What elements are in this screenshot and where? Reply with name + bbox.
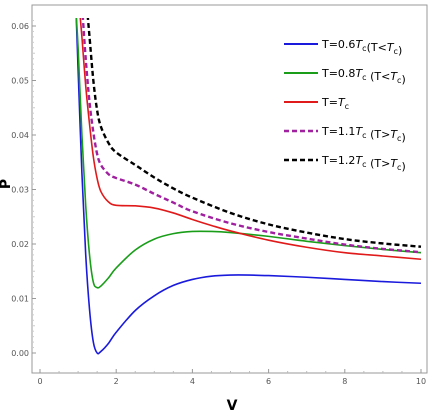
legend: T=0.6Tc(T<Tc) T=0.8Tc (T<Tc) T=Tc T=1.1Tc (… (284, 38, 406, 173)
series-line-4 (81, 18, 422, 254)
y-tick-label: 0.02 (11, 240, 29, 249)
legend-label-4: T=1.1Tc (T>Tc) (321, 125, 406, 144)
x-axis-title: V (227, 398, 238, 414)
y-tick-label: 0.04 (11, 131, 29, 140)
y-tick-label: 0.00 (11, 349, 29, 358)
y-tick-label: 0.01 (11, 295, 29, 304)
tick-marks (32, 20, 422, 373)
legend-label-1: T=0.6Tc(T<Tc) (321, 38, 402, 57)
y-tick-label: 0.06 (11, 22, 29, 31)
legend-label-5: T=1.2Tc (T>Tc) (321, 154, 406, 173)
series-line-1 (75, 18, 422, 355)
series-line-2 (75, 18, 422, 289)
x-tick-label: 0 (37, 377, 42, 386)
x-tick-label: 6 (266, 377, 271, 386)
series-line-3 (79, 18, 422, 261)
tick-labels: 0 2 4 6 8 10 0.00 0.01 0.02 0.03 0.04 0.05 0.06 (11, 22, 426, 386)
x-tick-label: 2 (114, 377, 119, 386)
x-tick-label: 8 (342, 377, 347, 386)
x-tick-label: 10 (416, 377, 426, 386)
legend-label-3: T=Tc (321, 96, 349, 111)
series-line-5 (86, 18, 422, 248)
y-axis-title: P (0, 179, 14, 189)
x-tick-label: 4 (190, 377, 195, 386)
plot-frame (31, 4, 428, 374)
y-tick-label: 0.05 (11, 77, 29, 86)
series-lines (75, 18, 422, 355)
y-tick-label: 0.03 (11, 186, 29, 195)
legend-label-2: T=0.8Tc (T<Tc) (321, 67, 406, 86)
